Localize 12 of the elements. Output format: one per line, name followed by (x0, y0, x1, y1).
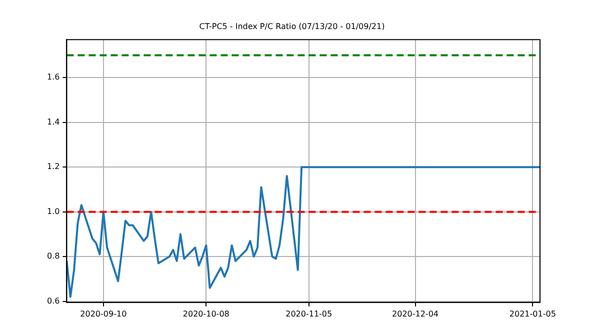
x-tick-label: 2020-09-10 (80, 309, 127, 318)
x-tick-label: 2020-11-05 (286, 309, 332, 318)
x-tick-label: 2021-01-05 (509, 309, 556, 318)
y-tick-label: 1.6 (46, 72, 60, 82)
y-tick-label: 1.0 (46, 206, 60, 216)
x-tick-label: 2020-12-04 (392, 309, 439, 318)
chart-title: CT-PC5 - Index P/C Ratio (07/13/20 - 01/09/21) (199, 22, 385, 31)
y-tick-label: 1.2 (46, 162, 60, 172)
y-tick-label: 0.8 (46, 252, 60, 261)
x-tick-label: 2020-10-08 (182, 309, 230, 318)
y-tick-label: 1.4 (46, 117, 60, 126)
y-tick-label: 0.6 (46, 296, 60, 306)
